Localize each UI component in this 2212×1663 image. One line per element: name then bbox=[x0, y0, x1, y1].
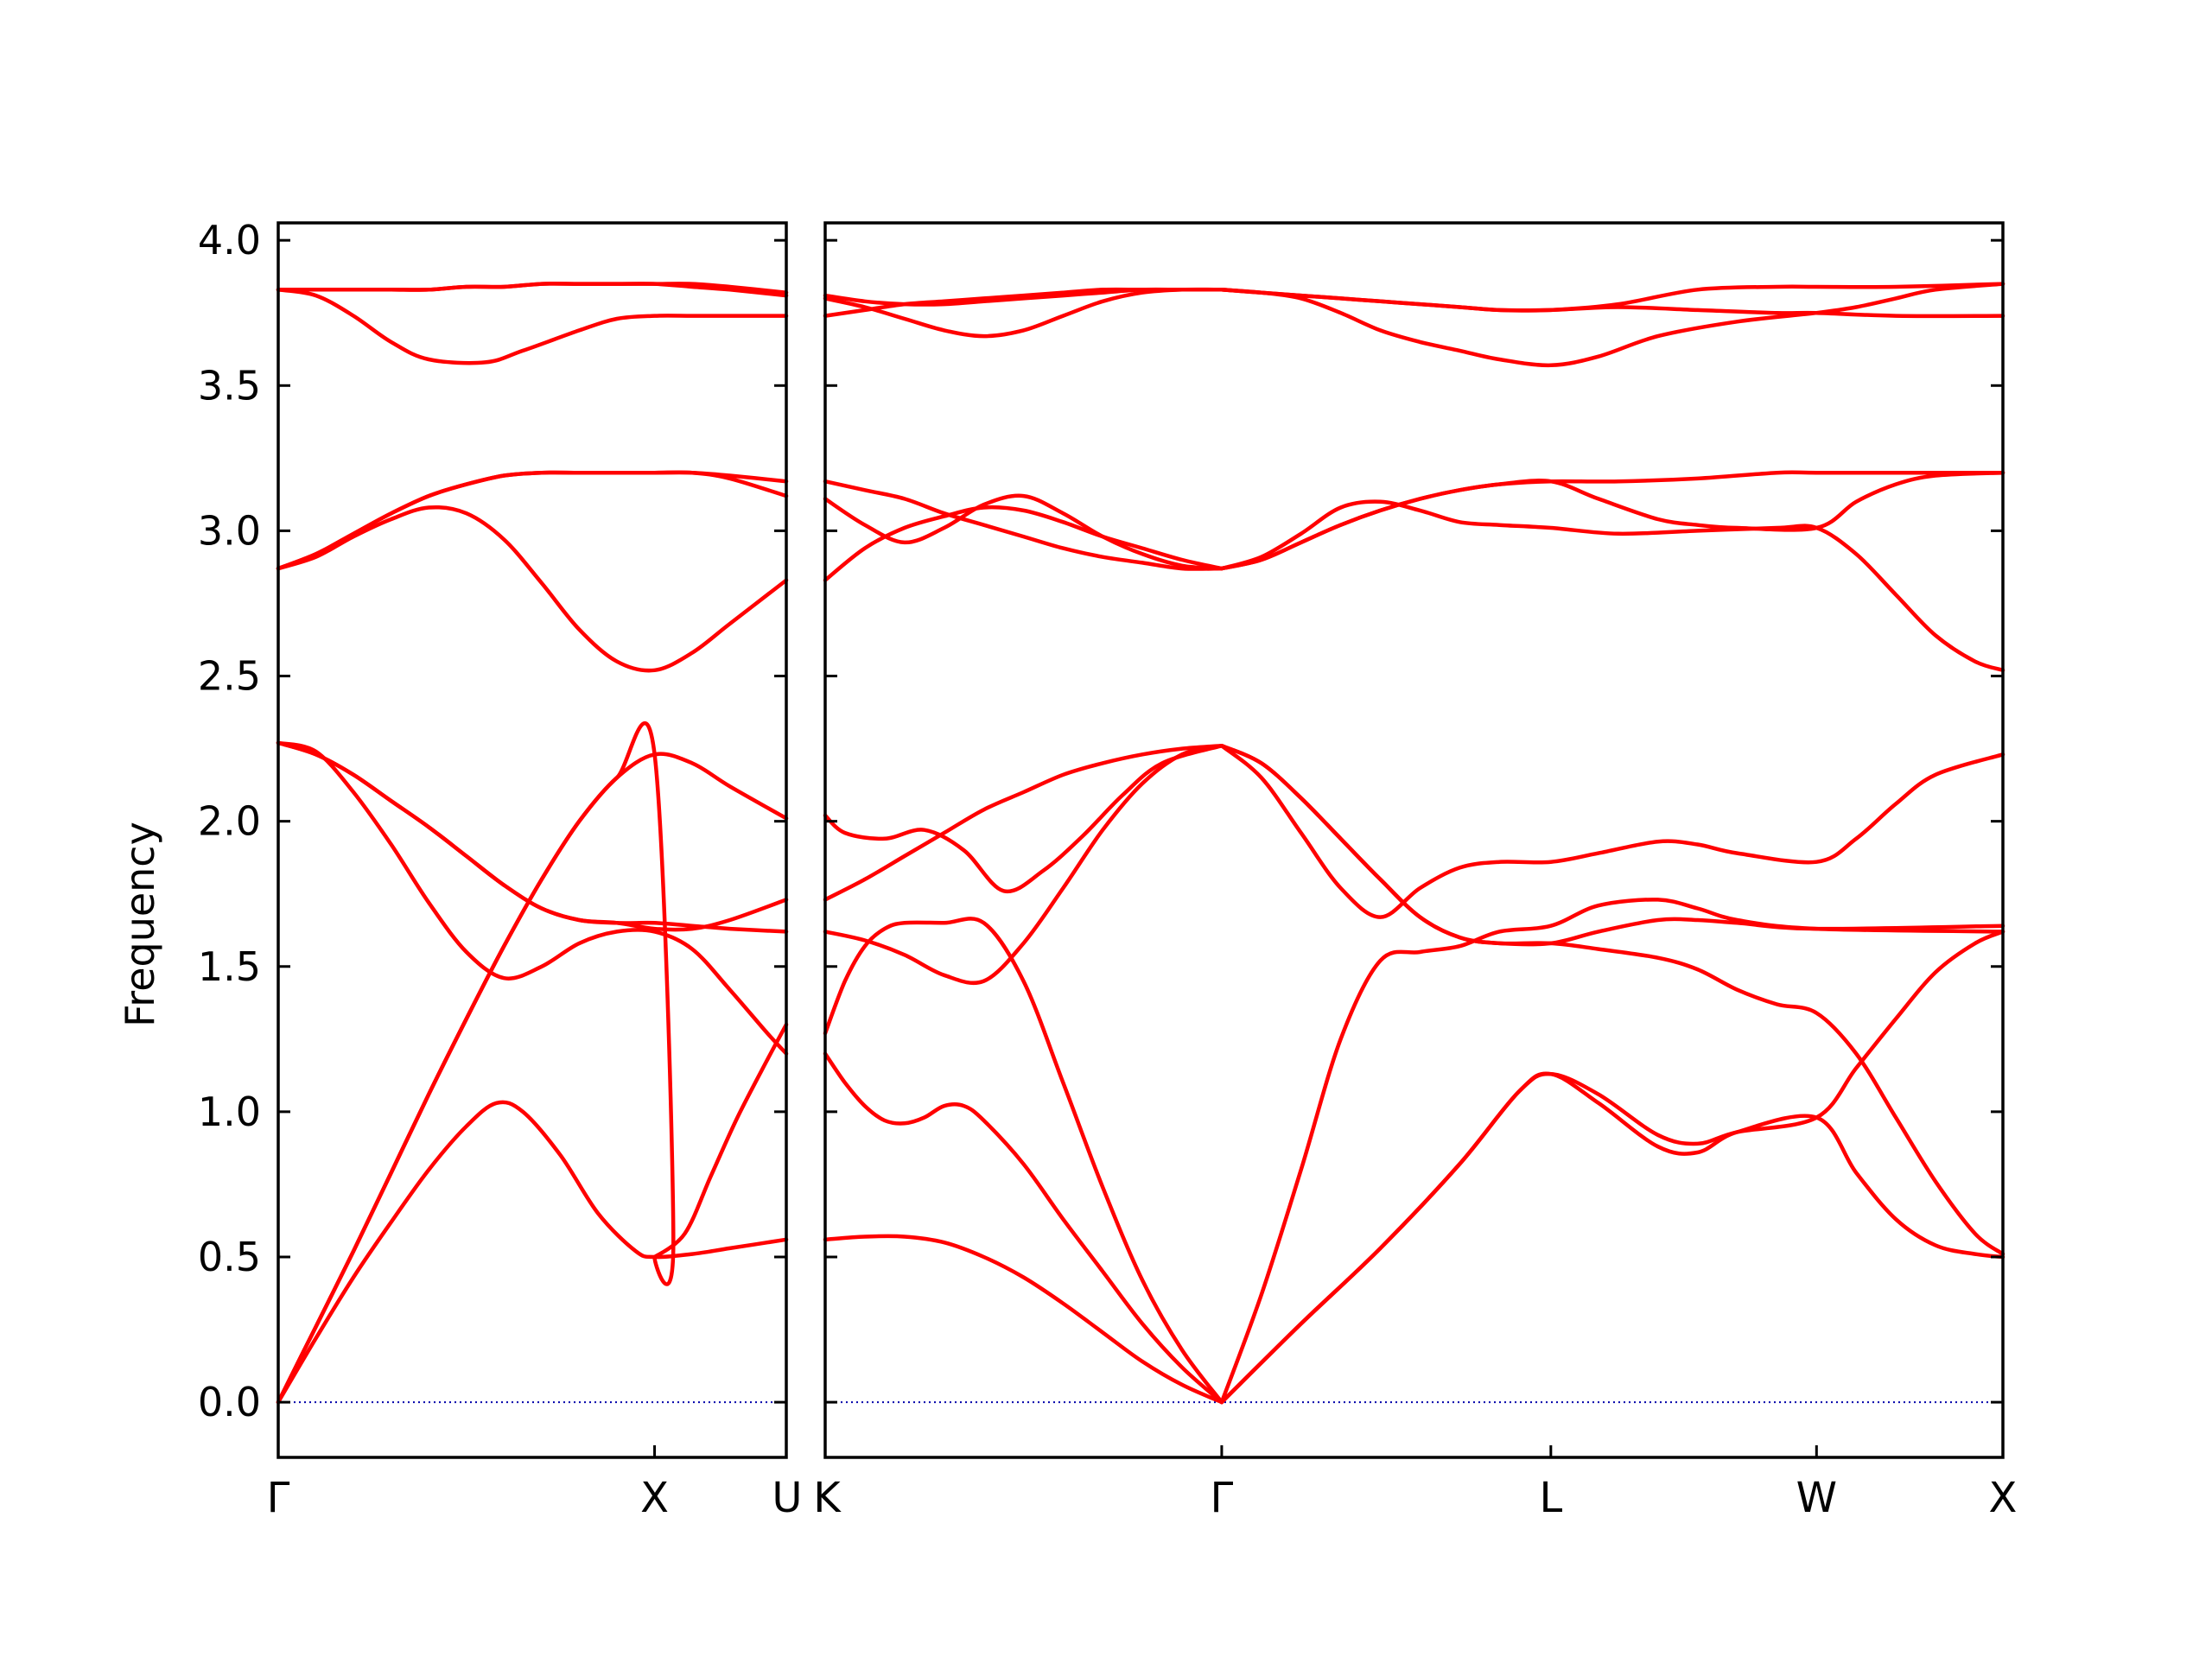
band-line-right-10 bbox=[1219, 743, 2005, 947]
band-line-left-4 bbox=[276, 740, 789, 932]
band-line-right-5 bbox=[823, 743, 1224, 894]
kpoint-label-right-3: W bbox=[1796, 1474, 1837, 1522]
kpoint-label-left-2: U bbox=[772, 1474, 802, 1522]
band-line-right-4 bbox=[823, 743, 1224, 902]
band-line-left-1 bbox=[276, 752, 789, 1405]
band-line-left-2 bbox=[276, 740, 789, 1056]
band-line-right-1 bbox=[823, 1051, 1224, 1405]
axes-frame-left bbox=[276, 221, 788, 1459]
band-line-left-6 bbox=[276, 470, 789, 571]
bands-layer bbox=[276, 282, 2005, 1405]
band-line-right-0 bbox=[823, 1234, 1224, 1405]
y-tick-label-5: 2.5 bbox=[198, 653, 261, 700]
y-tick-label-6: 3.0 bbox=[198, 507, 261, 554]
band-line-left-0 bbox=[276, 1100, 789, 1405]
band-line-right-23 bbox=[1219, 288, 2005, 319]
kpoint-label-right-1: Γ bbox=[1211, 1474, 1234, 1522]
band-line-right-6 bbox=[1219, 898, 2005, 1405]
y-tick-label-8: 4.0 bbox=[198, 217, 261, 263]
band-line-right-3 bbox=[823, 743, 1224, 986]
axes-layer bbox=[276, 221, 2005, 1459]
kpoint-label-right-0: K bbox=[813, 1474, 842, 1522]
band-line-right-13 bbox=[823, 493, 1224, 571]
band-line-right-2 bbox=[823, 917, 1224, 1405]
band-line-right-9 bbox=[1219, 743, 2005, 919]
band-line-right-20 bbox=[823, 287, 1224, 307]
labels-layer: Frequency Γ X U K Γ L W X 0.0 0.5 1.0 1.5 2.0 2.5 3.0 3… bbox=[117, 217, 2017, 1522]
y-axis-label: Frequency bbox=[117, 822, 163, 1027]
band-line-left-11 bbox=[276, 282, 789, 298]
band-line-right-15 bbox=[1219, 499, 2005, 673]
band-line-right-11 bbox=[1219, 743, 2005, 1256]
band-line-left-10 bbox=[276, 288, 789, 365]
band-line-right-16 bbox=[1219, 470, 2005, 571]
kpoint-label-left-0: Γ bbox=[267, 1474, 290, 1522]
y-tick-label-4: 2.0 bbox=[198, 798, 261, 845]
band-line-right-17 bbox=[1219, 470, 2005, 571]
band-line-right-12 bbox=[823, 505, 1224, 582]
band-line-left-8 bbox=[276, 470, 789, 571]
y-tick-label-2: 1.0 bbox=[198, 1089, 261, 1135]
kpoint-label-right-4: X bbox=[1989, 1474, 2018, 1522]
axes-frame-right bbox=[823, 221, 2005, 1459]
y-tick-label-3: 1.5 bbox=[198, 943, 261, 990]
band-line-right-21 bbox=[1219, 282, 2005, 368]
y-tick-label-1: 0.5 bbox=[198, 1234, 261, 1280]
kpoint-label-right-2: L bbox=[1539, 1474, 1562, 1522]
y-tick-label-7: 3.5 bbox=[198, 362, 261, 409]
band-line-left-7 bbox=[276, 505, 789, 673]
band-line-right-7 bbox=[1219, 930, 2005, 1405]
band-line-right-8 bbox=[1219, 1071, 2005, 1405]
band-line-right-14 bbox=[823, 479, 1224, 571]
y-tick-label-0: 0.0 bbox=[198, 1379, 261, 1425]
band-line-left-5 bbox=[276, 721, 789, 1405]
kpoint-label-left-1: X bbox=[640, 1474, 669, 1522]
